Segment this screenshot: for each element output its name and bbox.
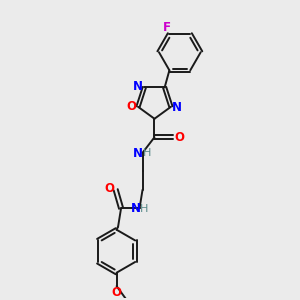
Text: O: O <box>175 131 184 144</box>
Text: N: N <box>130 202 140 215</box>
Text: N: N <box>172 101 182 114</box>
Text: F: F <box>163 21 171 34</box>
Text: O: O <box>104 182 114 195</box>
Text: H: H <box>142 148 151 158</box>
Text: O: O <box>112 286 122 298</box>
Text: H: H <box>140 203 148 214</box>
Text: N: N <box>134 147 143 160</box>
Text: N: N <box>133 80 143 93</box>
Text: O: O <box>127 100 136 113</box>
